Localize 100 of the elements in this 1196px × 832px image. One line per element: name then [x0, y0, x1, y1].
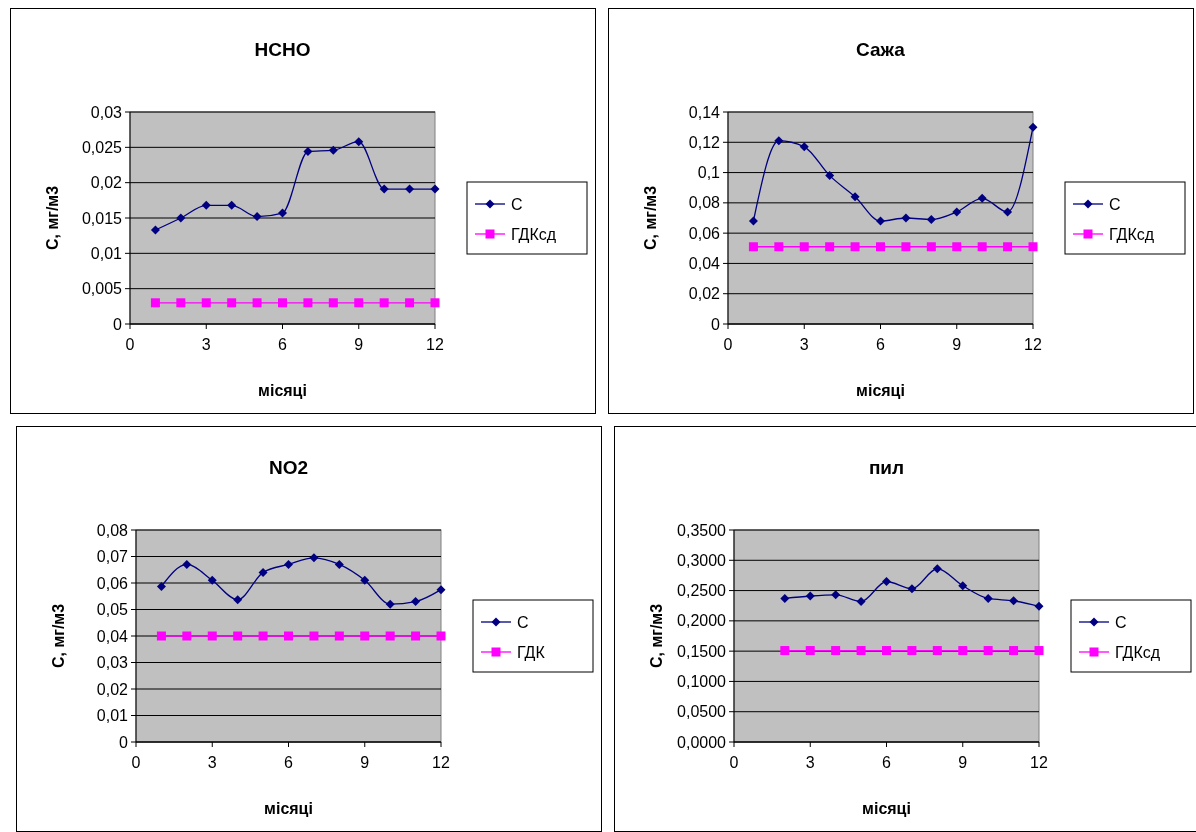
point [252, 212, 262, 222]
point [882, 646, 891, 656]
y-tick-label: 0,06 [96, 574, 129, 592]
point [901, 242, 911, 252]
x-tick-label: 9 [952, 336, 962, 353]
point [958, 581, 968, 591]
legend-label: С [517, 613, 529, 631]
legend-label: ГДКсд [511, 225, 557, 243]
point [805, 591, 815, 601]
point [278, 208, 287, 218]
point [983, 646, 993, 656]
x-axis-title: місяці [264, 800, 313, 817]
point [952, 242, 962, 252]
x-tick-label: 6 [278, 336, 288, 353]
point [150, 225, 160, 235]
point [1028, 122, 1038, 132]
y-tick-label: 0,025 [81, 138, 123, 156]
x-tick-label: 0 [131, 754, 141, 771]
point [1003, 207, 1013, 217]
point [284, 559, 293, 569]
x-tick-label: 9 [360, 754, 370, 771]
point [907, 584, 917, 594]
y-tick-label: 0,01 [90, 244, 123, 262]
y-axis-title: С, мг/м3 [44, 185, 61, 251]
point [328, 298, 338, 308]
point [278, 298, 287, 308]
y-tick-label: 0,08 [96, 521, 129, 539]
y-tick-label: 0,0500 [677, 703, 727, 721]
point [436, 585, 446, 595]
x-tick-label: 3 [805, 754, 815, 771]
point [774, 136, 784, 146]
x-axis-title: місяці [856, 382, 905, 399]
point [227, 298, 237, 308]
y-tick-label: 0,06 [688, 224, 721, 242]
point [748, 216, 758, 226]
point [850, 192, 860, 202]
point [1028, 242, 1038, 252]
x-tick-label: 6 [284, 754, 294, 771]
point [258, 631, 268, 641]
point [1009, 596, 1019, 606]
point [901, 213, 911, 223]
point [207, 575, 217, 585]
legend-label: ГДК [517, 643, 546, 661]
point [799, 142, 809, 152]
legend-label: ГДКсд [1109, 225, 1155, 243]
point [932, 564, 942, 574]
y-tick-label: 0,015 [81, 209, 123, 227]
legend-label: С [1109, 195, 1121, 213]
point [825, 171, 835, 181]
point [233, 631, 243, 641]
y-tick-label: 0,03 [90, 103, 123, 121]
x-tick-label: 12 [1024, 336, 1042, 353]
point [405, 298, 415, 308]
point [176, 298, 186, 308]
point [176, 213, 186, 223]
y-tick-label: 0,02 [688, 285, 721, 303]
point [1009, 646, 1019, 656]
point [334, 631, 344, 641]
point [360, 631, 370, 641]
y-axis-title: С, мг/м3 [50, 603, 67, 669]
point [780, 646, 790, 656]
point [354, 298, 364, 308]
point [926, 242, 936, 252]
y-tick-label: 0,12 [688, 133, 721, 151]
y-tick-label: 0 [119, 733, 129, 751]
point [233, 595, 243, 605]
y-tick-label: 0,04 [688, 255, 721, 273]
point [309, 631, 319, 641]
x-tick-label: 6 [882, 754, 892, 771]
point [405, 184, 415, 194]
point [831, 646, 841, 656]
y-tick-label: 0,3500 [677, 521, 727, 539]
point [805, 646, 815, 656]
y-tick-label: 0,01 [96, 707, 129, 725]
point [207, 631, 217, 641]
point [303, 147, 313, 157]
point [385, 599, 395, 609]
legend-label: ГДКсд [1115, 643, 1161, 661]
legend-label: С [1115, 613, 1127, 631]
point [150, 298, 160, 308]
x-tick-label: 12 [1030, 754, 1048, 771]
y-tick-label: 0,3000 [677, 551, 727, 569]
y-tick-label: 0,03 [96, 654, 129, 672]
x-tick-label: 6 [876, 336, 886, 353]
y-tick-label: 0,02 [90, 174, 123, 192]
point [354, 137, 364, 147]
chart-title: пил [868, 457, 905, 478]
point [328, 145, 338, 155]
y-tick-label: 0,2500 [677, 582, 727, 600]
point [379, 298, 389, 308]
point [156, 581, 166, 591]
y-axis-title: С, мг/м3 [648, 603, 665, 669]
point [284, 631, 293, 641]
point [411, 597, 421, 607]
y-tick-label: 0,07 [96, 548, 129, 566]
point [258, 567, 268, 577]
x-tick-label: 9 [958, 754, 968, 771]
point [882, 576, 891, 586]
point [850, 242, 860, 252]
point [201, 298, 211, 308]
